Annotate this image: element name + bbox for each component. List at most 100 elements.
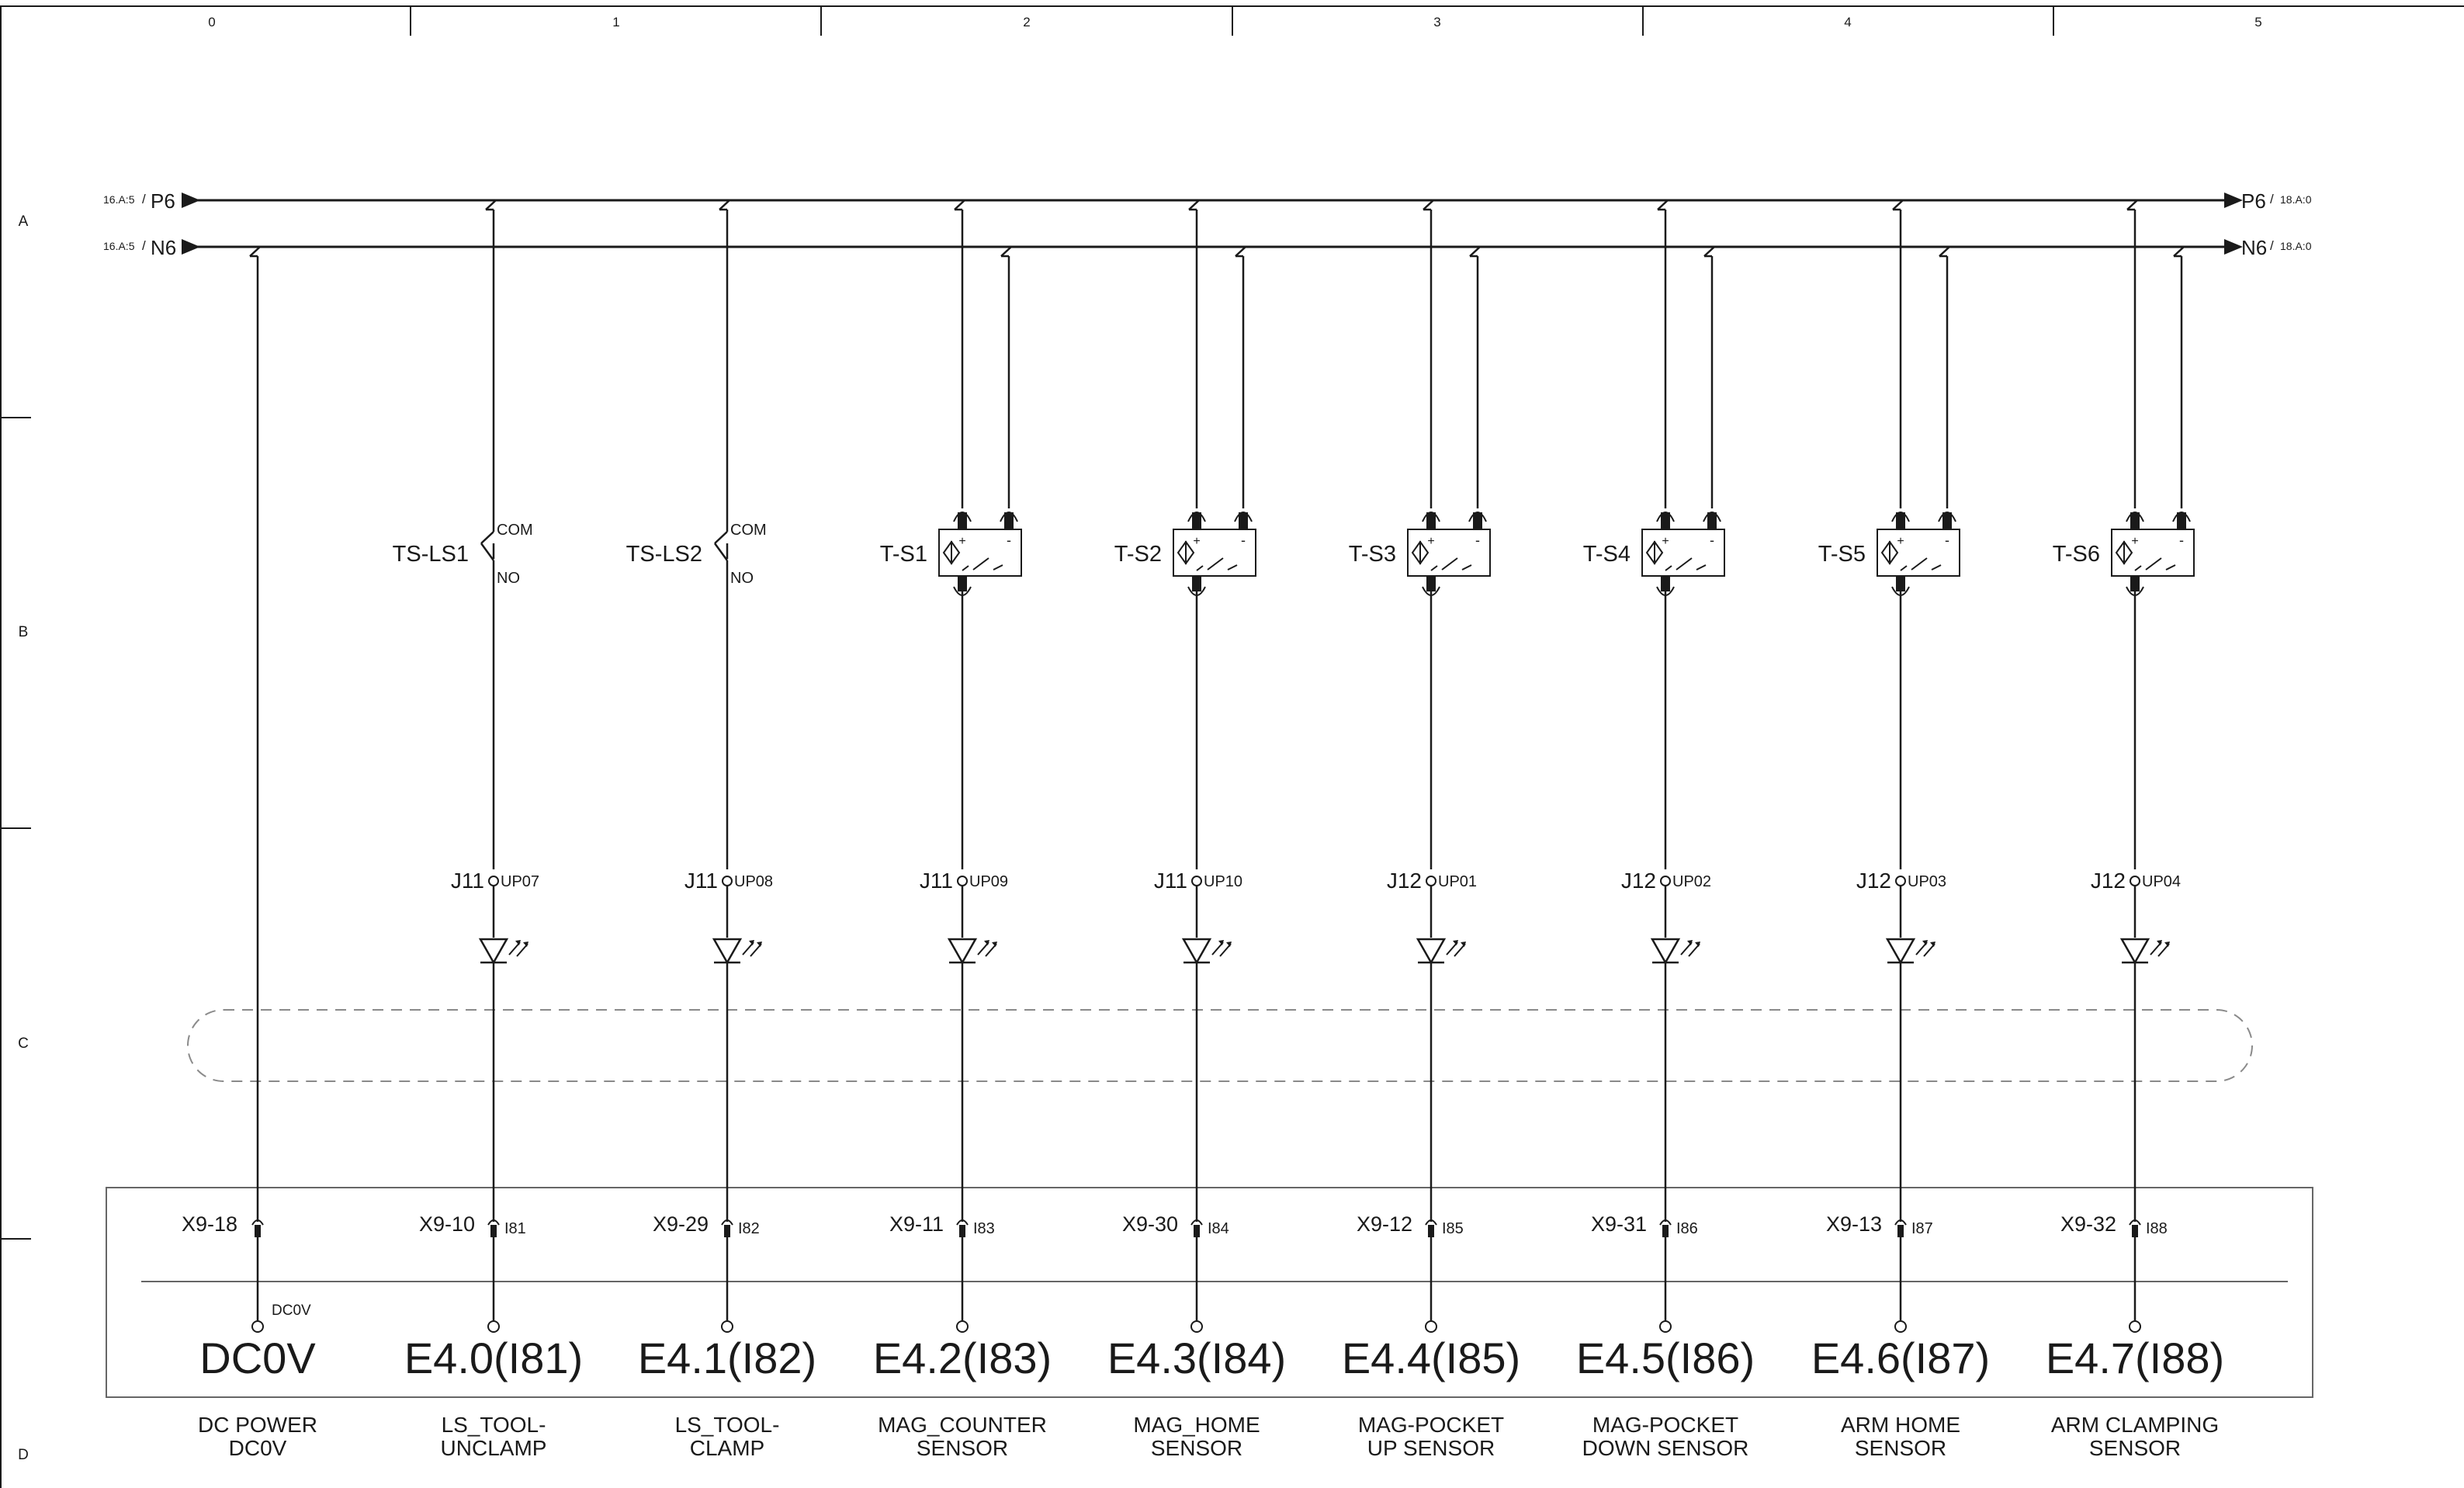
led-icon	[478, 938, 509, 965]
pin-label: +	[1662, 535, 1669, 548]
device-label: TS-LS2	[626, 542, 702, 567]
description-line: DOWN SENSOR	[1582, 1436, 1749, 1460]
description-line: MAG_COUNTER	[878, 1413, 1047, 1437]
led-icon	[1416, 938, 1447, 965]
pin-label: +	[1897, 535, 1904, 548]
address-label: E4.3(I84)	[1107, 1334, 1286, 1382]
terminal-icon	[959, 1225, 965, 1237]
device-label: TS-LS1	[393, 542, 469, 567]
terminal-label: X9-13	[1826, 1212, 1882, 1236]
connector-pin-icon	[1660, 876, 1671, 886]
device-label: T-S2	[1114, 542, 1162, 567]
address-label: E4.6(I87)	[1811, 1334, 1990, 1382]
column-label: 3	[1433, 15, 1440, 29]
column-label: 2	[1023, 15, 1030, 29]
row-label: C	[18, 1035, 29, 1052]
column-label: 5	[2254, 15, 2261, 29]
terminal-point-icon	[1190, 1320, 1203, 1333]
terminal-icon	[2129, 1219, 2141, 1226]
pin-label: -	[2179, 532, 2184, 548]
proximity-sensor-icon	[1877, 529, 1960, 577]
proximity-sensor-icon	[2111, 529, 2195, 577]
pin-number-label: UP04	[2142, 873, 2181, 890]
row-labels: A B C D	[18, 213, 29, 1463]
terminal-point-icon	[956, 1320, 969, 1333]
arrow-out-icon	[2224, 239, 2243, 255]
terminal-icon	[956, 1219, 969, 1226]
terminal-point-icon	[721, 1320, 733, 1333]
limit-switch-icon	[713, 531, 729, 561]
device-label: T-S1	[880, 542, 927, 567]
input-channel: + - T-S3 J12 UP01 X9-12 I85 E4.4(I85) MAG-POCKET…	[1342, 199, 1520, 1460]
column-label: 1	[612, 15, 619, 29]
arrow-in-icon	[182, 239, 200, 255]
contact-label: NO	[730, 570, 754, 587]
address-label: E4.5(I86)	[1576, 1334, 1755, 1382]
terminal-label: X9-18	[182, 1212, 237, 1236]
pin-label: +	[958, 535, 965, 548]
terminal-label: X9-11	[889, 1212, 944, 1236]
terminal-point-icon	[251, 1320, 264, 1333]
terminal-point-icon	[1894, 1320, 1907, 1333]
rail-label-out: P6	[2241, 189, 2266, 213]
terminal-icon	[721, 1219, 733, 1226]
terminal-icon	[1425, 1219, 1437, 1226]
terminal-point-icon	[487, 1320, 500, 1333]
address-label: E4.4(I85)	[1342, 1334, 1520, 1382]
rail-ref-sep: /	[2270, 238, 2274, 253]
description-line: DC POWER	[198, 1413, 317, 1437]
bit-label: I84	[1208, 1220, 1229, 1237]
pin-number-label: UP08	[734, 873, 773, 890]
input-channel: TS-LS1 COM NO J11 UP07 X9-10 I81 E4.0(I81) LS_TO…	[393, 199, 583, 1460]
contact-label: NO	[497, 570, 520, 587]
led-icon	[712, 938, 743, 965]
terminal-icon	[1428, 1225, 1434, 1237]
led-icon	[947, 938, 978, 965]
rail-ref-sep: /	[142, 192, 146, 206]
io-module-box	[106, 1187, 2313, 1398]
pin-label: -	[1007, 532, 1011, 548]
connector-label: J11	[451, 869, 484, 893]
input-channels: TS-LS1 COM NO J11 UP07 X9-10 I81 E4.0(I81) LS_TO…	[393, 199, 2224, 1460]
device-label: T-S6	[2053, 542, 2100, 567]
rail-n6: 16.A:5 / N6 N6 / 18.A:0	[103, 236, 2312, 259]
rail-ref-in: 16.A:5	[103, 193, 135, 206]
description-line: LS_TOOL-	[442, 1413, 546, 1437]
rail-label-in: P6	[151, 189, 175, 213]
input-channel: TS-LS2 COM NO J11 UP08 X9-29 I82 E4.1(I82) LS_TO…	[626, 199, 816, 1460]
description-line: CLAMP	[690, 1436, 764, 1460]
contact-label: COM	[497, 522, 533, 539]
pin-number-label: UP02	[1672, 873, 1711, 890]
description-line: MAG_HOME	[1133, 1413, 1260, 1437]
input-channel: + - T-S6 J12 UP04 X9-32 I88 E4.7(I88) ARM CLAMPI…	[2046, 199, 2224, 1460]
bit-label: I83	[973, 1220, 995, 1237]
connector-label: J12	[1856, 869, 1891, 893]
terminal-label: X9-12	[1357, 1212, 1412, 1236]
led-icon	[1181, 938, 1212, 965]
address-label: E4.7(I88)	[2046, 1334, 2224, 1382]
terminal-icon	[1659, 1219, 1672, 1226]
terminal-icon	[255, 1225, 261, 1237]
description-line: SENSOR	[1151, 1436, 1242, 1460]
address-label: DC0V	[199, 1334, 316, 1382]
terminal-label: X9-29	[653, 1212, 709, 1236]
pin-number-label: UP07	[501, 873, 539, 890]
pin-label: +	[1427, 535, 1434, 548]
description-line: SENSOR	[917, 1436, 1008, 1460]
row-label: D	[18, 1447, 29, 1463]
rail-p6: 16.A:5 / P6 P6 / 18.A:0	[103, 189, 2312, 213]
connector-pin-icon	[1191, 876, 1202, 886]
device-label: T-S5	[1818, 542, 1866, 567]
proximity-sensor-icon	[938, 529, 1022, 577]
device-label: T-S4	[1583, 542, 1631, 567]
rail-ref-sep: /	[142, 238, 146, 253]
bit-label: I81	[504, 1220, 526, 1237]
connector-pin-icon	[1895, 876, 1906, 886]
row-label: B	[19, 624, 29, 640]
description-line: MAG-POCKET	[1358, 1413, 1504, 1437]
device-label: T-S3	[1349, 542, 1396, 567]
bit-label: I88	[2146, 1220, 2168, 1237]
rail-label-out: N6	[2241, 236, 2267, 259]
terminal-icon	[724, 1225, 730, 1237]
terminal-icon	[2132, 1225, 2138, 1237]
